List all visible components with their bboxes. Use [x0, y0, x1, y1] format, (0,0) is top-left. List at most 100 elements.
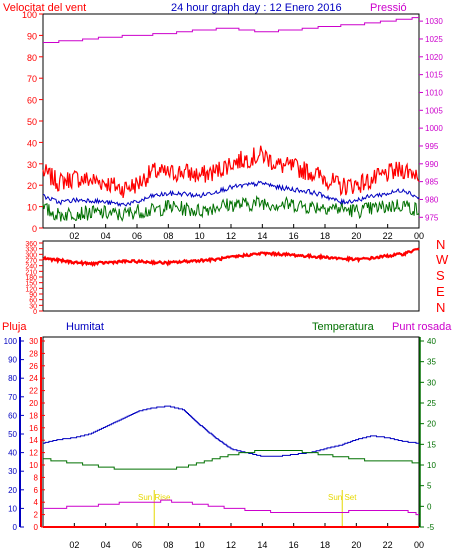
wind-minimum-line — [42, 194, 420, 222]
temperature-tick-label: 35 — [427, 358, 436, 367]
direction-tick-label: 210 — [25, 269, 37, 276]
compass-e: E — [436, 284, 445, 299]
wind-x-tick-label: 04 — [101, 231, 111, 241]
rain-tick-label: 24 — [29, 374, 38, 383]
wind-speed-tick-label: 40 — [27, 138, 37, 148]
temperature-label: Temperatura — [312, 321, 375, 333]
rain-tick-label: 4 — [34, 498, 39, 507]
rain-tick-label: 14 — [29, 436, 38, 445]
rain-tick-label: 12 — [29, 449, 38, 458]
pressure-tick-label: 1005 — [425, 106, 443, 115]
wind-x-tick-label: 18 — [320, 231, 330, 241]
compass-w: W — [436, 252, 449, 267]
rain-tick-label: 22 — [29, 387, 38, 396]
wind-speed-tick-label: 10 — [27, 203, 37, 213]
wind-speed-tick-label: 30 — [27, 160, 37, 170]
direction-tick-label: 270 — [25, 258, 37, 265]
wind-speed-tick-label: 100 — [22, 10, 37, 20]
humidity-tick-label: 60 — [8, 411, 17, 420]
direction-tick-label: 360 — [25, 241, 37, 248]
humidity-tick-label: 30 — [8, 467, 17, 476]
wind-x-tick-label: 08 — [163, 231, 173, 241]
wind-speed-tick-label: 60 — [27, 96, 37, 106]
wind-x-tick-label: 14 — [257, 231, 267, 241]
direction-tick-label: 120 — [25, 286, 37, 293]
compass-s: S — [436, 268, 445, 283]
rain-tick-label: 8 — [34, 473, 39, 482]
pressure-tick-label: 985 — [425, 178, 439, 187]
temperature-tick-label: 30 — [427, 378, 436, 387]
wind-direction-panel — [42, 240, 420, 312]
wind-speed-tick-label: 90 — [27, 31, 37, 41]
pressure-tick-label: 1025 — [425, 35, 443, 44]
wind-speed-label: Velocitat del vent — [3, 2, 86, 14]
graph-title: 24 hour graph day : 12 Enero 2016 — [171, 2, 342, 14]
pressure-tick-label: 1030 — [425, 17, 443, 26]
humidity-tick-label: 100 — [4, 337, 18, 346]
wind-speed-tick-label: 50 — [27, 117, 37, 127]
bottom-x-tick-label: 04 — [101, 540, 111, 550]
pressure-tick-label: 995 — [425, 142, 439, 151]
bottom-x-tick-label: 16 — [289, 540, 299, 550]
direction-tick-label: 330 — [25, 247, 37, 254]
dewpoint-label: Punt rosada — [392, 321, 452, 333]
direction-tick-label: 90 — [29, 292, 37, 299]
temperature-tick-label: 0 — [427, 502, 432, 511]
wind-gust-line — [42, 145, 420, 199]
pressure-tick-label: 1020 — [425, 53, 443, 62]
wind-x-tick-label: 10 — [195, 231, 205, 241]
humidity-line — [43, 405, 419, 457]
pressure-label: Pressió — [370, 2, 407, 14]
bottom-x-tick-label: 12 — [226, 540, 236, 550]
wind-x-tick-label: 02 — [69, 231, 79, 241]
direction-tick-label: 150 — [25, 281, 37, 288]
pressure-tick-label: 1015 — [425, 71, 443, 80]
rain-tick-label: 6 — [34, 486, 39, 495]
direction-tick-label: 0 — [33, 309, 37, 316]
rain-label: Pluja — [2, 321, 27, 333]
sun-set-label: Sun Set — [328, 493, 357, 502]
sun-rise-label: Sun Rise — [138, 493, 171, 502]
direction-tick-label: 240 — [25, 264, 37, 271]
temperature-tick-label: 40 — [427, 337, 436, 346]
wind-speed-tick-label: 20 — [27, 181, 37, 191]
humidity-tick-label: 70 — [8, 393, 17, 402]
rain-tick-label: 16 — [29, 424, 38, 433]
pressure-line — [43, 17, 419, 43]
rain-tick-label: 0 — [34, 523, 39, 532]
dewpoint-line — [43, 499, 419, 516]
humidity-tick-label: 20 — [8, 486, 17, 495]
humidity-tick-label: 0 — [13, 523, 18, 532]
wind-x-tick-label: 22 — [383, 231, 393, 241]
compass-n-top: N — [436, 237, 445, 252]
direction-tick-label: 300 — [25, 252, 37, 259]
direction-tick-label: 60 — [29, 298, 37, 305]
humidity-tick-label: 40 — [8, 449, 17, 458]
bottom-x-tick-label: 06 — [132, 540, 142, 550]
wind-x-tick-label: 00 — [414, 231, 424, 241]
humidity-tick-label: 10 — [8, 504, 17, 513]
wind-average-line — [43, 180, 420, 208]
wind-speed-tick-label: 0 — [32, 224, 37, 234]
wind-x-tick-label: 12 — [226, 231, 236, 241]
rain-tick-label: 20 — [29, 399, 38, 408]
pressure-tick-label: 975 — [425, 213, 439, 222]
humidity-tick-label: 80 — [8, 374, 17, 383]
bottom-x-tick-label: 10 — [195, 540, 205, 550]
bottom-x-tick-label: 14 — [257, 540, 267, 550]
pressure-tick-label: 980 — [425, 195, 439, 204]
bottom-x-tick-label: 20 — [351, 540, 361, 550]
wind-speed-tick-label: 80 — [27, 53, 37, 63]
pressure-tick-label: 1010 — [425, 88, 443, 97]
rain-tick-label: 2 — [34, 511, 39, 520]
wind-x-tick-label: 16 — [289, 231, 299, 241]
temperature-tick-label: 5 — [427, 482, 432, 491]
bottom-x-tick-label: 00 — [414, 540, 424, 550]
rain-tick-label: 26 — [29, 362, 38, 371]
pressure-tick-label: 990 — [425, 160, 439, 169]
temperature-tick-label: 25 — [427, 399, 436, 408]
temperature-tick-label: -5 — [427, 523, 435, 532]
wind-speed-tick-label: 70 — [27, 74, 37, 84]
temperature-tick-label: 20 — [427, 420, 436, 429]
